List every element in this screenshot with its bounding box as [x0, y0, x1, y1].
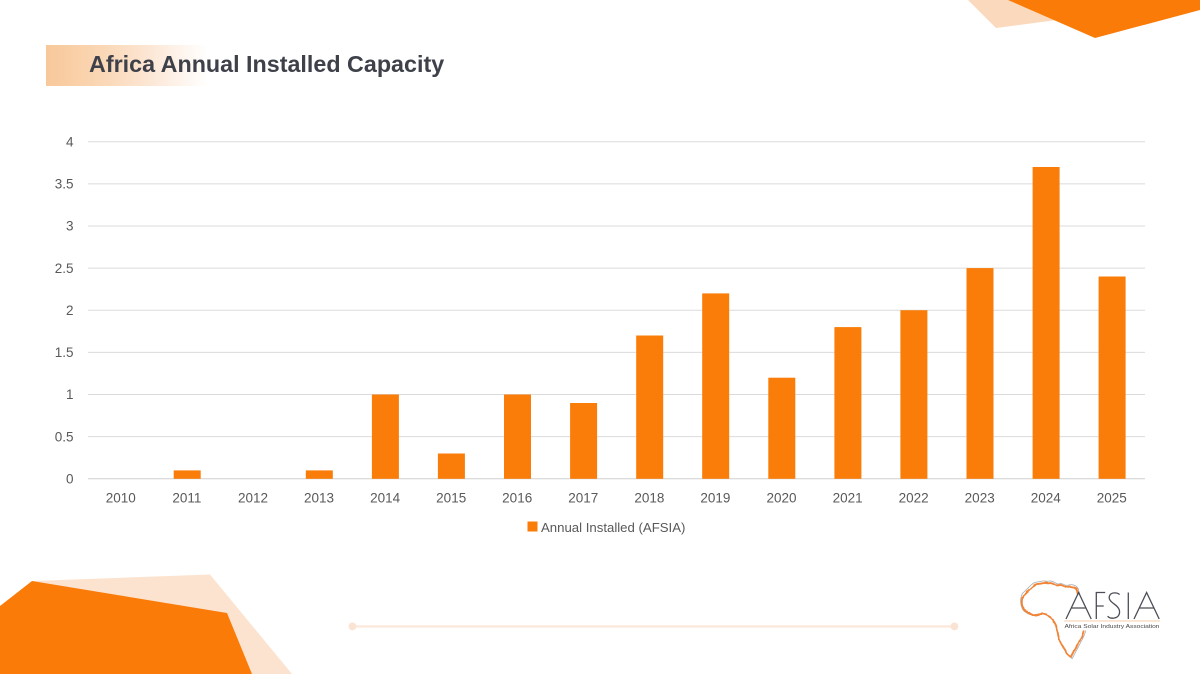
svg-text:2019: 2019	[700, 490, 730, 505]
svg-text:Africa Solar Industry Associat: Africa Solar Industry Association	[1065, 624, 1160, 630]
svg-text:2015: 2015	[436, 490, 466, 505]
svg-text:2020: 2020	[766, 490, 796, 505]
svg-text:1.5: 1.5	[55, 345, 74, 360]
svg-text:2013: 2013	[304, 490, 334, 505]
svg-text:2017: 2017	[568, 490, 598, 505]
svg-text:4: 4	[66, 134, 74, 149]
svg-text:2.5: 2.5	[55, 261, 74, 276]
svg-text:0.5: 0.5	[55, 429, 74, 444]
svg-text:2018: 2018	[634, 490, 664, 505]
svg-text:2: 2	[66, 303, 74, 318]
svg-text:2012: 2012	[238, 490, 268, 505]
svg-text:3: 3	[66, 219, 74, 234]
svg-text:1: 1	[66, 387, 74, 402]
svg-text:2016: 2016	[502, 490, 532, 505]
svg-text:2022: 2022	[899, 490, 929, 505]
svg-text:2010: 2010	[106, 490, 136, 505]
svg-text:2014: 2014	[370, 490, 401, 505]
svg-text:2025: 2025	[1097, 490, 1127, 505]
svg-text:3.5: 3.5	[55, 177, 74, 192]
svg-text:Annual Installed (AFSIA): Annual Installed (AFSIA)	[541, 520, 685, 535]
svg-text:2023: 2023	[965, 490, 995, 505]
svg-text:2011: 2011	[172, 490, 201, 505]
svg-text:2021: 2021	[833, 490, 863, 505]
svg-text:2024: 2024	[1031, 490, 1062, 505]
svg-text:0: 0	[66, 472, 74, 487]
